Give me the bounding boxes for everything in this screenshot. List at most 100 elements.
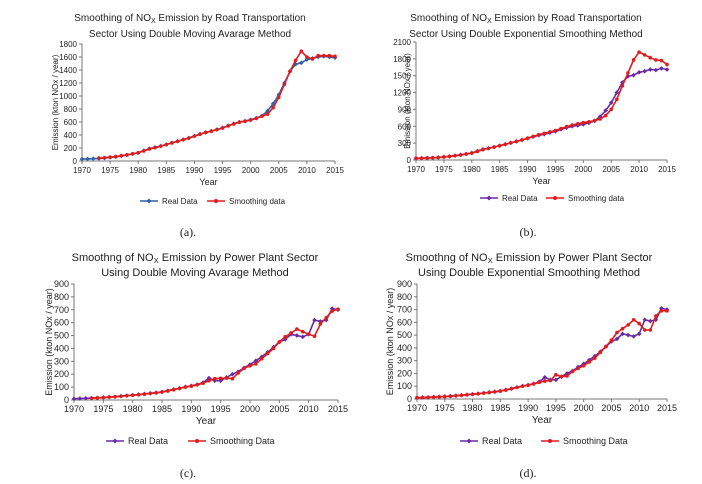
y-tick-label: 300 [54,356,69,366]
data-point [614,90,620,95]
x-axis-label: Year [199,177,217,187]
data-point [293,58,298,63]
data-point [492,145,496,149]
y-tick-label: 800 [64,105,78,114]
data-point [442,155,446,159]
x-tick-label: 1970 [407,165,425,174]
data-point [531,134,535,139]
series-line [73,307,339,400]
data-point [587,119,591,124]
data-point [626,323,630,327]
data-point [283,335,288,339]
legend-entry: Smoothing Data [188,436,275,446]
data-point [160,390,164,394]
data-point [306,332,311,337]
data-point [288,69,292,74]
data-point [542,379,547,383]
data-point [295,327,299,331]
data-point [414,156,418,161]
data-point [85,156,90,162]
x-tick-label: 1975 [93,404,113,414]
data-point [318,322,323,326]
x-tick-label: 1995 [546,403,566,413]
legend-label: Smoothing Data [563,436,628,446]
data-point [604,344,608,349]
data-point [113,394,117,399]
data-point [321,53,326,58]
data-point [195,382,199,387]
data-point [329,306,335,311]
data-point [537,380,542,385]
x-tick-label: 2005 [270,166,288,175]
data-point [520,384,525,389]
data-point [592,118,597,123]
data-point [230,371,235,377]
data-point [248,364,252,368]
data-point [469,151,474,155]
data-point [312,317,317,323]
legend-marker [146,198,152,204]
data-point [271,105,275,110]
data-point [487,390,492,395]
data-point [615,97,619,102]
data-point [242,366,246,371]
y-tick-label: 100 [54,382,69,392]
data-point [559,374,564,379]
x-tick-label: 2000 [240,404,260,414]
x-axis-label: Year [532,176,550,186]
data-point [515,385,519,390]
y-axis-label: Emission (kton NOx / year) [385,288,395,396]
y-tick-label: 1200 [59,79,77,88]
legend-marker [214,199,218,203]
x-tick-label: 1985 [490,403,510,413]
y-tick-label: 0 [64,395,69,405]
data-point [243,119,247,124]
data-point [299,49,304,53]
chart-title: Smoothng of NOX Emission by Power Plant … [71,252,319,279]
data-point [492,390,497,394]
x-tick-label: 2015 [328,404,348,414]
data-point [542,374,548,380]
caption: (d). [519,466,537,480]
data-point [90,156,96,162]
x-tick-label: 1985 [152,404,172,414]
legend-label: Real Data [482,436,522,446]
data-point [603,108,608,113]
x-tick-label: 2015 [326,166,344,175]
series-smoothing-data [89,307,340,400]
legend-marker [553,196,557,200]
data-point [520,138,524,142]
data-point [465,392,469,397]
y-tick-label: 200 [397,368,412,378]
data-point [181,137,185,142]
data-point [620,84,625,88]
y-tick-label: 1800 [59,40,77,49]
series-line [81,55,336,160]
data-point [154,390,158,395]
data-point [289,331,293,335]
data-point [119,154,124,158]
data-point [324,315,329,320]
line-chart: 0 300 600 900 1200 1500 1800 2100 1970 1975 1980 19… [393,38,676,203]
data-point [271,346,276,351]
line-chart: 0 100 200 300 400 500 600 700 800 900 1970 1975 1980… [385,279,677,446]
data-point [125,153,129,157]
y-tick-label: 1500 [393,72,411,81]
data-point [101,395,106,400]
data-point [330,309,334,313]
y-tick-label: 600 [398,122,412,131]
data-point [442,394,447,399]
data-point [310,57,315,61]
x-tick-label: 1995 [547,165,565,174]
x-tick-label: 1980 [463,165,481,174]
legend-marker [466,438,472,444]
x-tick-label: 1990 [518,403,538,413]
data-point [230,376,235,381]
y-tick-label: 500 [397,330,412,340]
data-point [609,338,614,343]
x-tick-label: 1990 [181,404,201,414]
data-point [207,378,211,383]
data-point [654,58,658,62]
data-point [476,391,480,396]
series-line [98,49,336,159]
